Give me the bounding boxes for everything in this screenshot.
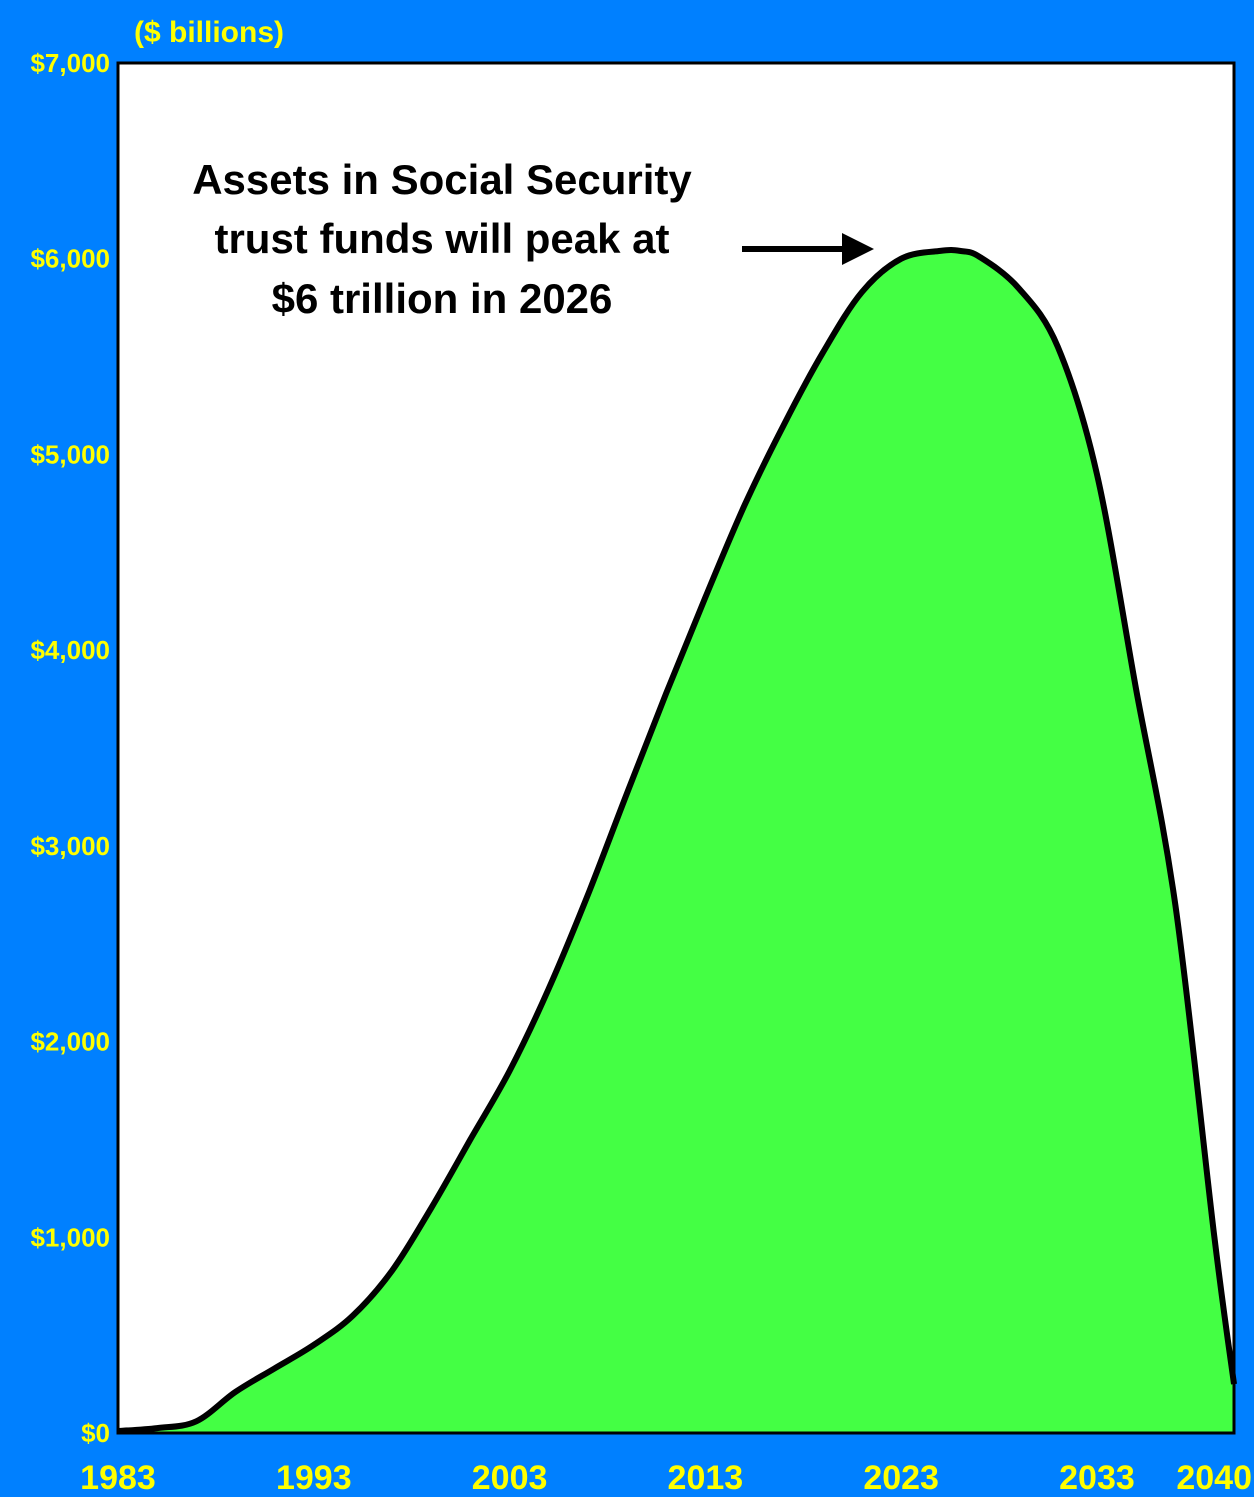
- x-tick-label: 2003: [472, 1459, 548, 1497]
- y-tick-label: $0: [81, 1418, 110, 1448]
- assets-area: [118, 250, 1234, 1434]
- annotation-arrow: [742, 233, 874, 265]
- x-tick-label: 2013: [668, 1459, 744, 1497]
- x-tick-label: 1993: [276, 1459, 352, 1497]
- annotation-line-1: Assets in Social Security: [192, 156, 692, 203]
- annotation-line-3: $6 trillion in 2026: [272, 275, 613, 322]
- x-tick-label: 2040: [1176, 1459, 1252, 1497]
- annotation: Assets in Social Security trust funds wi…: [192, 156, 692, 322]
- assets-line: [117, 247, 1237, 1434]
- y-tick-label: $4,000: [30, 635, 110, 665]
- x-axis-ticks: 1983 1993 2003 2013 2023 2033 2040: [80, 1459, 1252, 1497]
- y-tick-label: $5,000: [30, 439, 110, 469]
- annotation-line-2: trust funds will peak at: [214, 215, 669, 262]
- x-tick-label: 2023: [863, 1459, 939, 1497]
- x-tick-label: 1983: [80, 1459, 156, 1497]
- plot-frame: [116, 61, 1236, 1435]
- y-tick-label: $1,000: [30, 1222, 110, 1252]
- y-tick-label: $6,000: [30, 244, 110, 274]
- y-axis-ticks: $0 $1,000 $2,000 $3,000 $4,000 $5,000 $6,000 $7…: [30, 48, 110, 1448]
- y-tick-label: $2,000: [30, 1027, 110, 1057]
- x-tick-label: 2033: [1059, 1459, 1135, 1497]
- y-tick-label: $3,000: [30, 831, 110, 861]
- unit-label: ($ billions): [134, 16, 284, 49]
- y-tick-label: $7,000: [30, 48, 110, 78]
